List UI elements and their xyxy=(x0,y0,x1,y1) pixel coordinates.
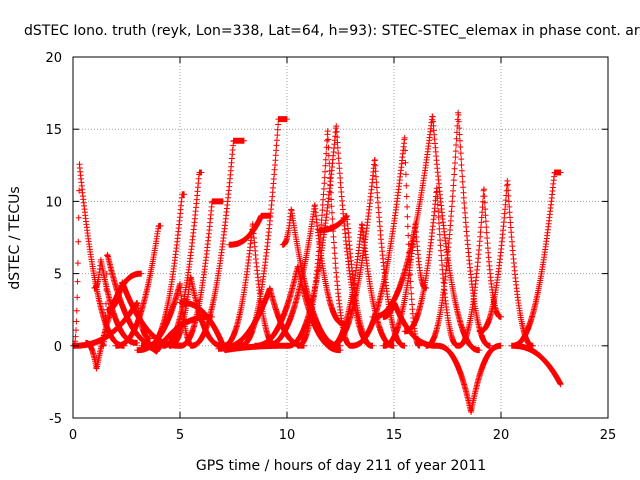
plot-frame xyxy=(72,56,609,419)
y-tick-label: 15 xyxy=(45,123,62,138)
y-tick-label: 0 xyxy=(54,340,62,355)
x-tick-label: 15 xyxy=(386,428,403,443)
x-axis-label: GPS time / hours of day 211 of year 2011 xyxy=(196,458,486,474)
y-tick-label: 5 xyxy=(54,268,62,283)
data-points xyxy=(70,109,564,415)
grid xyxy=(73,57,608,418)
axis-ticks: 0 5 10 15 20 25 -5 0 5 10 15 20 xyxy=(45,51,616,443)
y-tick-label: -5 xyxy=(49,412,62,427)
plus-markers xyxy=(70,109,564,415)
x-tick-label: 10 xyxy=(279,428,296,443)
chart-title: dSTEC Iono. truth (reyk, Lon=338, Lat=64… xyxy=(24,23,640,39)
y-tick-label: 10 xyxy=(45,195,62,210)
x-tick-label: 25 xyxy=(600,428,617,443)
x-tick-label: 20 xyxy=(493,428,510,443)
y-axis-label: dSTEC / TECUs xyxy=(7,186,23,289)
x-tick-label: 5 xyxy=(176,428,184,443)
y-tick-label: 20 xyxy=(45,51,62,66)
x-tick-label: 0 xyxy=(69,428,77,443)
